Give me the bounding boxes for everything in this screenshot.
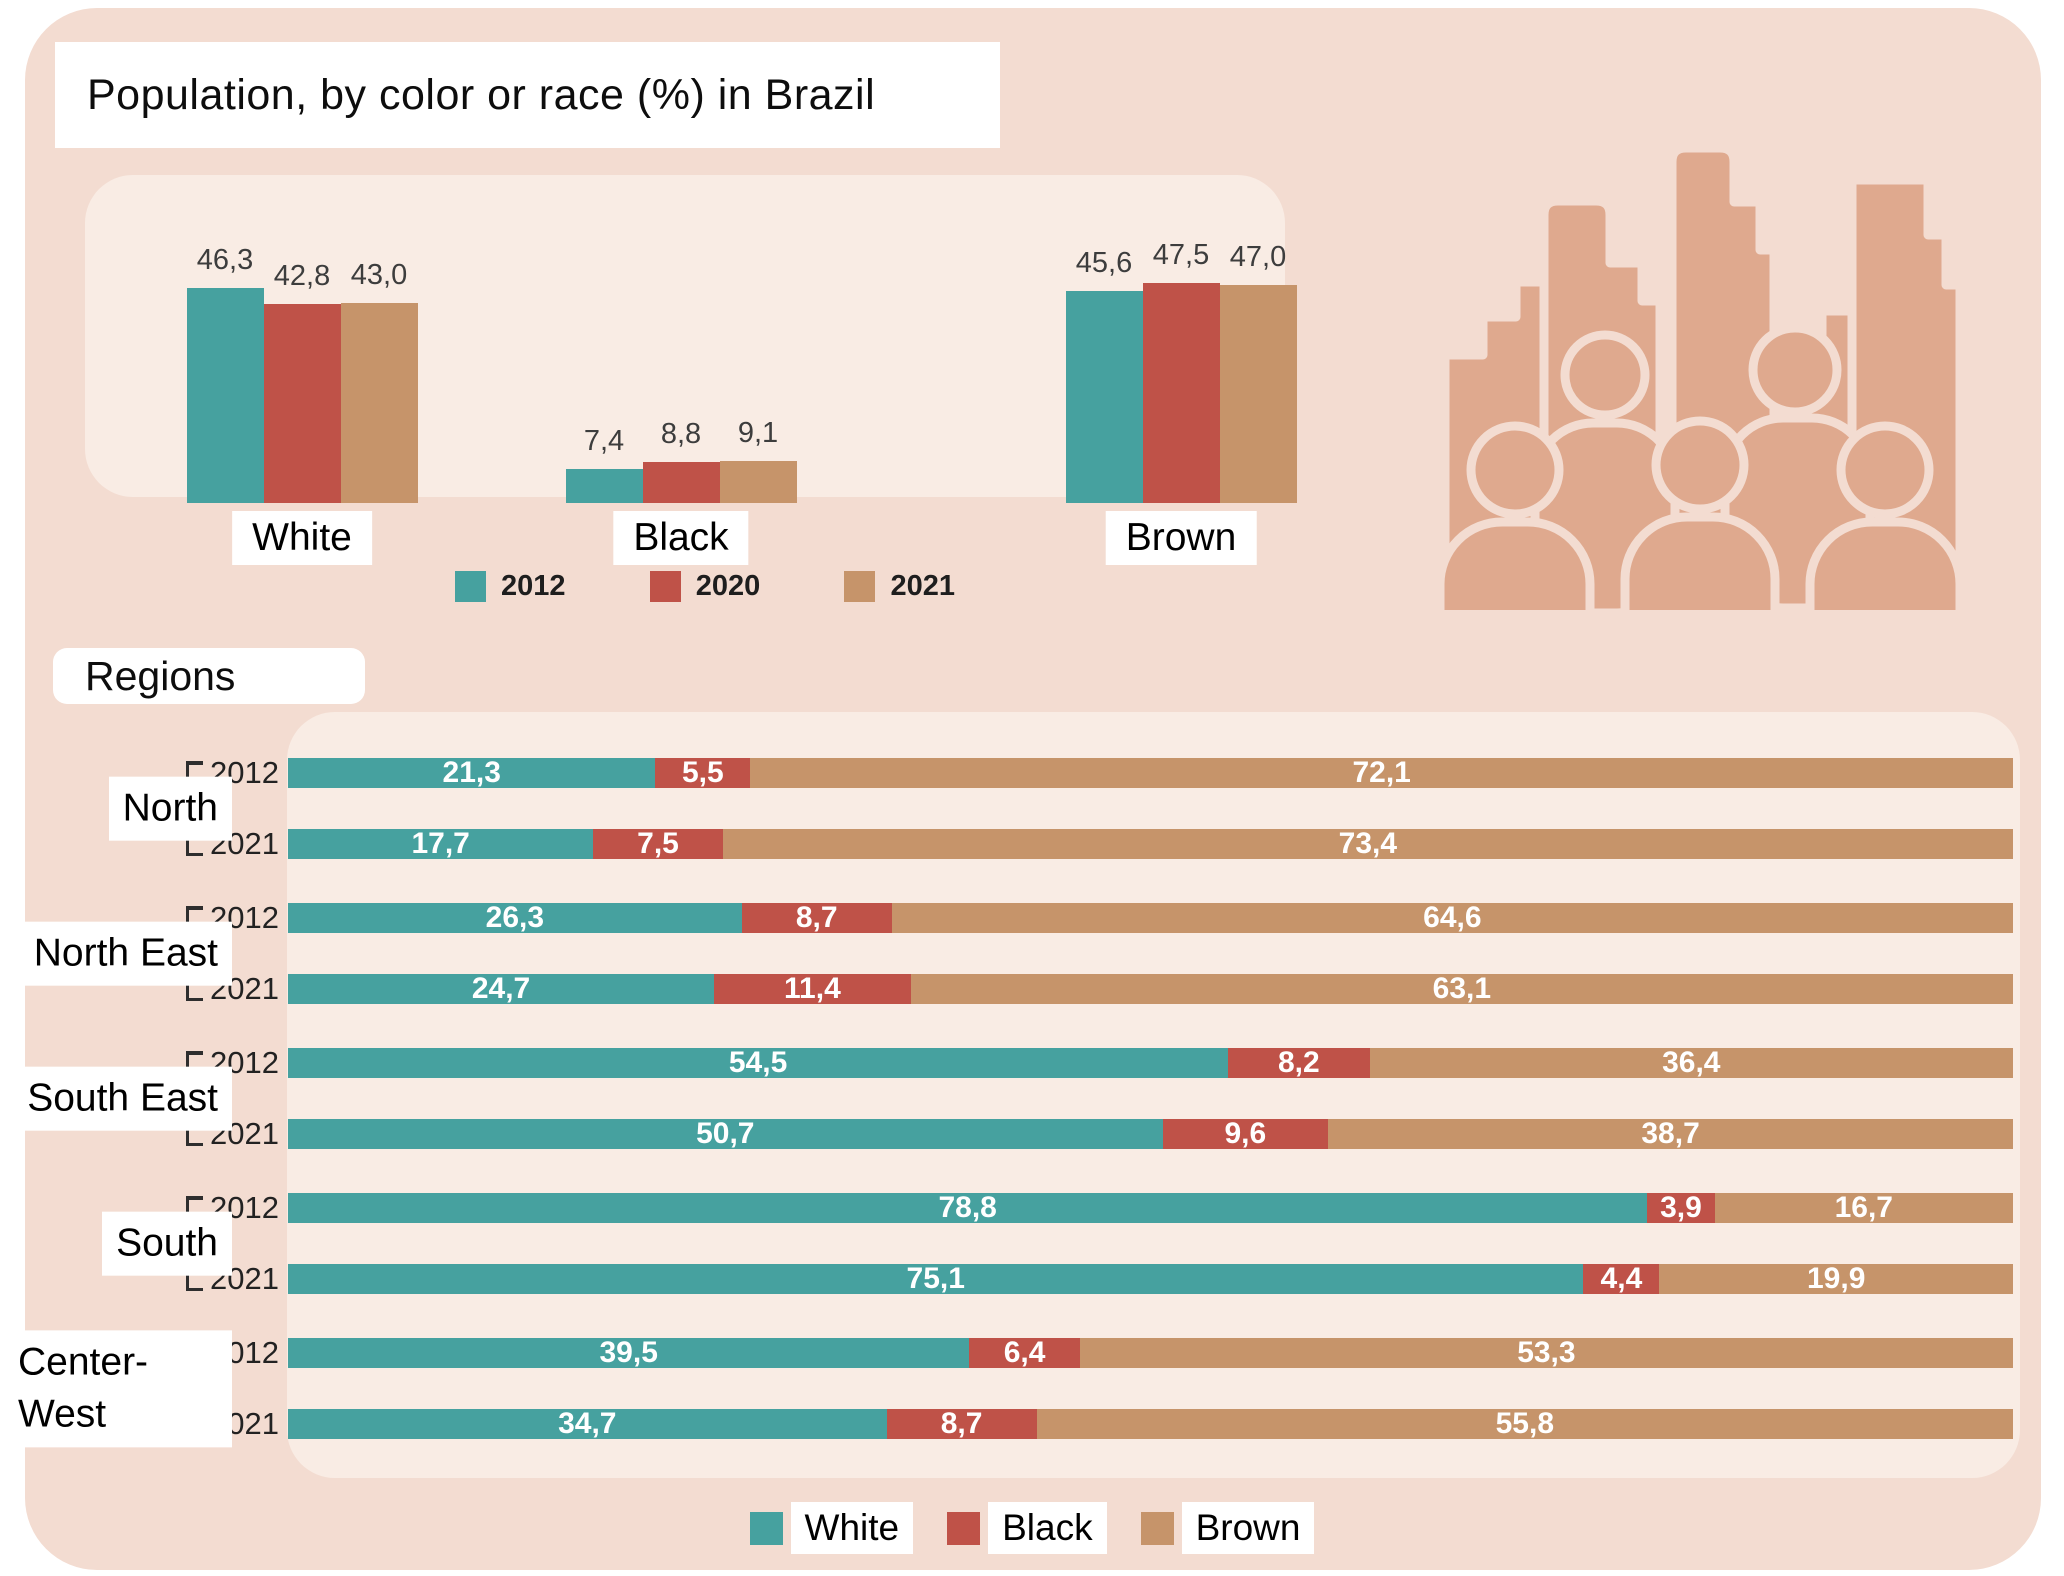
top-chart-panel [85, 175, 1285, 497]
city-crowd-icon [1440, 143, 1960, 610]
page-title-text: Population, by color or race (%) in Braz… [87, 70, 876, 119]
legend-label-2012: 2012 [501, 570, 566, 602]
regions-legend-label-black: Black [988, 1502, 1107, 1554]
regions-legend-swatch-black [947, 1511, 981, 1545]
regions-legend: White Black Brown [0, 1502, 2064, 1554]
regions-legend-label-white: White [790, 1502, 914, 1554]
regions-header: Regions [53, 648, 365, 704]
legend-item-2012: 2012 [455, 570, 566, 603]
legend-swatch-2012 [455, 571, 486, 602]
regions-legend-item-white: White [749, 1502, 914, 1554]
top-chart-legend: 2012 2020 2021 [455, 570, 955, 603]
legend-item-2020: 2020 [649, 570, 761, 603]
page-title: Population, by color or race (%) in Braz… [55, 42, 1000, 148]
legend-swatch-2021 [844, 571, 876, 602]
legend-label-2020: 2020 [695, 570, 761, 602]
regions-chart-panel [287, 712, 2020, 1478]
regions-legend-swatch-white [749, 1511, 783, 1545]
regions-header-text: Regions [85, 652, 236, 699]
legend-item-2021: 2021 [844, 570, 955, 603]
legend-label-2021: 2021 [890, 570, 955, 602]
regions-legend-item-black: Black [947, 1502, 1107, 1554]
legend-swatch-2020 [649, 571, 681, 602]
regions-legend-label-brown: Brown [1181, 1502, 1315, 1554]
regions-legend-swatch-brown [1140, 1511, 1174, 1545]
regions-legend-item-brown: Brown [1140, 1502, 1315, 1554]
